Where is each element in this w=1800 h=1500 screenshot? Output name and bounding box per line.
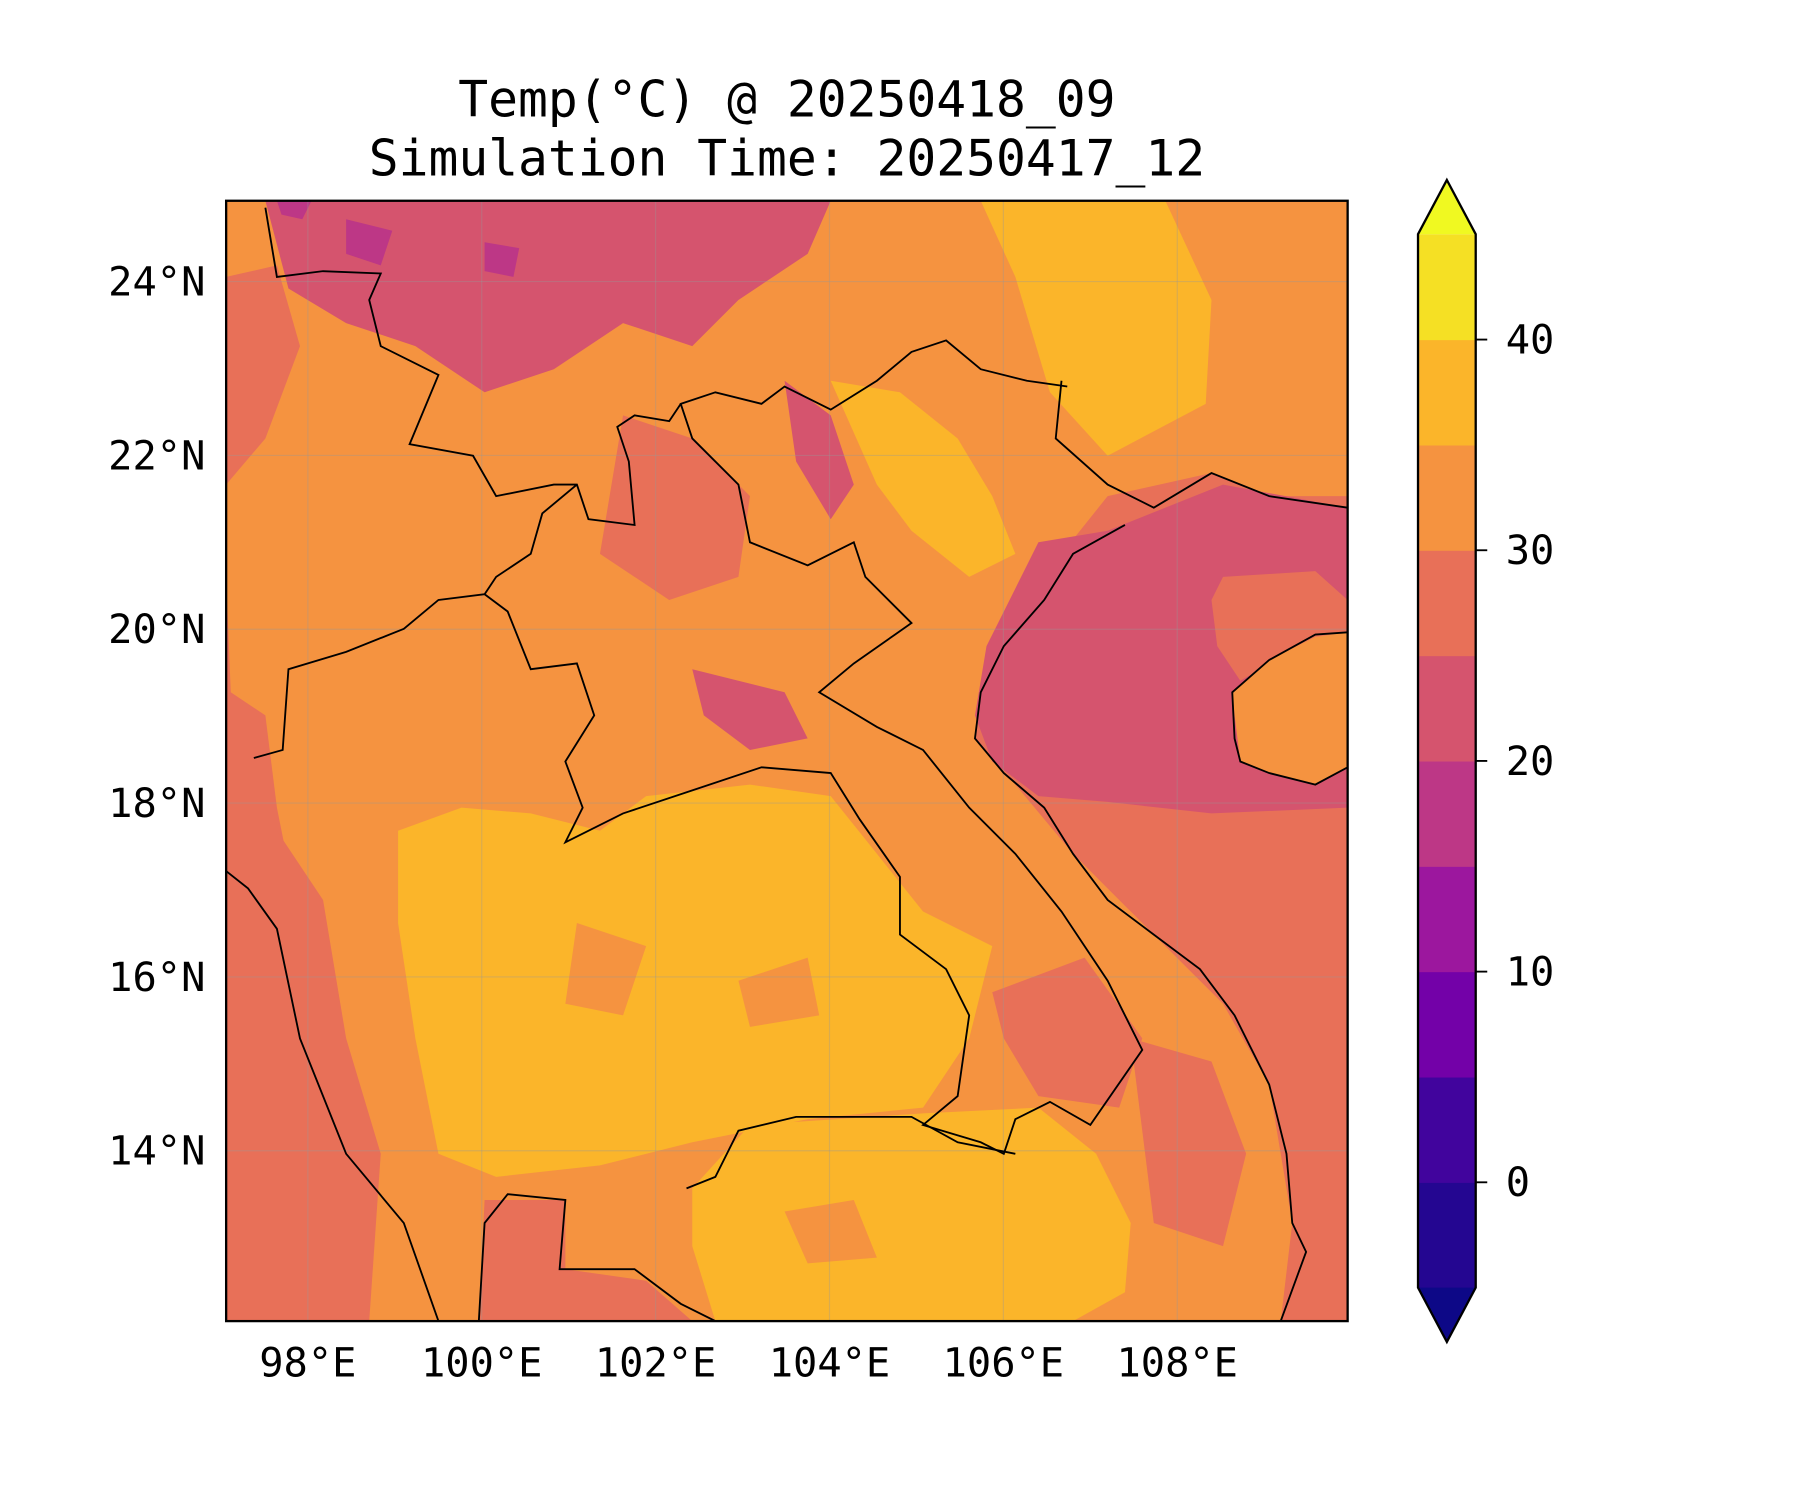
colorbar-bin — [1418, 866, 1476, 973]
x-tick-label: 104°E — [769, 1339, 891, 1386]
colorbar-tick-label: 40 — [1506, 316, 1555, 363]
colorbar-bin — [1418, 760, 1476, 867]
field-20-25-north — [265, 200, 854, 750]
colorbar-bin — [1418, 655, 1476, 762]
colorbar: 0 10 20 30 40 — [1416, 177, 1555, 1345]
y-tick-label: 20°N — [108, 606, 205, 653]
x-tick-label: 98°E — [259, 1339, 356, 1386]
colorbar-bin — [1418, 1076, 1476, 1183]
field-15-20 — [276, 200, 520, 277]
chart-title: Temp(°C) @ 20250418_09 — [458, 71, 1116, 130]
field-35-40-vietnam — [830, 200, 1212, 577]
y-tick-label: 18°N — [108, 780, 205, 827]
y-tick-label: 22°N — [108, 432, 205, 479]
field-25-30-patch — [226, 265, 1247, 1322]
y-tick-label: 14°N — [108, 1128, 205, 1175]
map-frame — [224, 199, 1349, 1323]
colorbar-bin — [1418, 1182, 1476, 1289]
field-35-40-thailand — [398, 784, 993, 1177]
colorbar-tick-label: 0 — [1506, 1159, 1530, 1206]
colorbar-bin — [1418, 444, 1476, 551]
colorbar-bin — [1418, 550, 1476, 657]
colorbar-bin — [1418, 971, 1476, 1078]
gulf-of-thailand-coastline — [477, 1115, 1016, 1322]
colorbar-tick-label: 10 — [1506, 948, 1555, 995]
colorbar-outline — [1416, 177, 1477, 1345]
gridlines — [226, 200, 1348, 1322]
temperature-field — [226, 200, 1348, 1322]
vietnam-coastline — [973, 380, 1348, 1322]
x-tick-label: 100°E — [421, 1339, 543, 1386]
coastlines-borders — [226, 207, 1348, 1322]
x-axis-ticks: 98°E 100°E 102°E 104°E 106°E 108°E — [259, 1339, 1238, 1386]
field-25-30-gulf — [1211, 571, 1348, 681]
colorbar-extend-min — [1418, 1287, 1476, 1342]
field-30-35-inner — [565, 923, 877, 1264]
x-tick-label: 102°E — [595, 1339, 717, 1386]
y-tick-label: 16°N — [108, 954, 205, 1001]
y-tick-label: 24°N — [108, 258, 205, 305]
x-tick-label: 106°E — [943, 1339, 1065, 1386]
field-hainan — [1232, 632, 1348, 785]
x-tick-label: 108°E — [1116, 1339, 1238, 1386]
hainan-coastline — [1231, 631, 1348, 786]
colorbar-bin — [1418, 339, 1476, 446]
colorbar-tick-label: 30 — [1506, 527, 1555, 574]
border-lines — [226, 207, 1144, 1322]
colorbar-extend-max — [1418, 179, 1476, 235]
colorbar-bin — [1418, 234, 1476, 341]
field-35-40-cambodia — [692, 1107, 1131, 1322]
y-axis-ticks: 24°N 22°N 20°N 18°N 16°N 14°N — [108, 258, 205, 1174]
chart-subtitle: Simulation Time: 20250417_12 — [368, 130, 1206, 189]
colorbar-tick-label: 20 — [1506, 738, 1555, 785]
